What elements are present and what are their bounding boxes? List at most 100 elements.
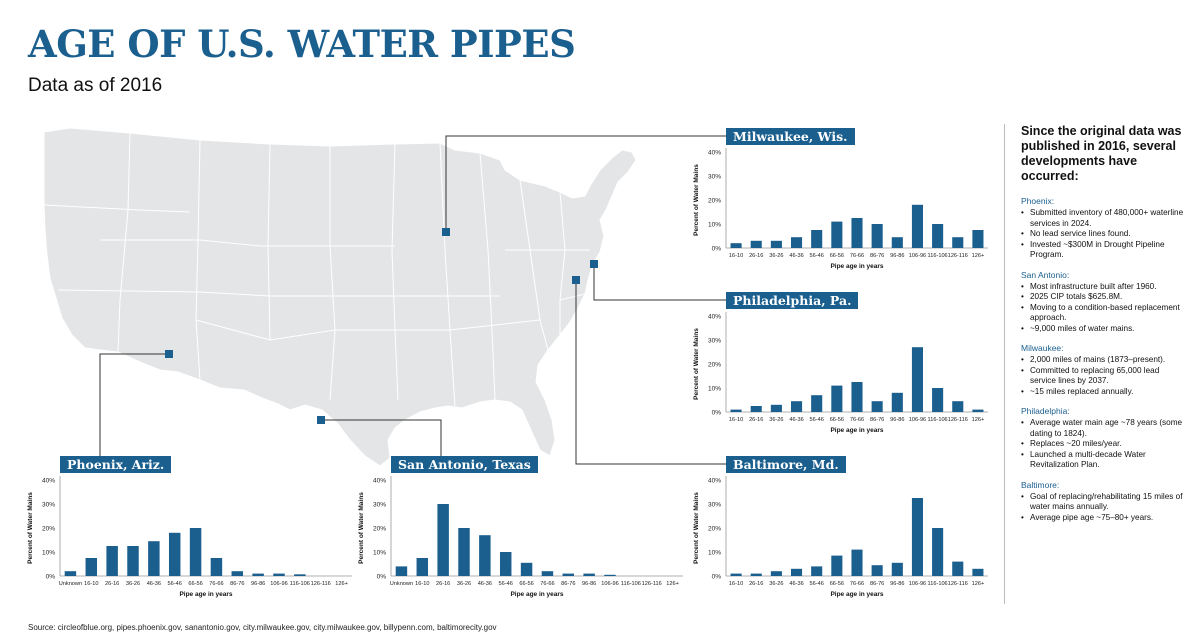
x-tick-label: 46-36 (478, 581, 492, 587)
x-tick-label: 56-46 (810, 581, 824, 587)
x-tick-label: 106-96 (270, 581, 287, 587)
sidebar-bullet: No lead service lines found. (1021, 229, 1184, 240)
bar (395, 566, 408, 576)
bar (541, 571, 554, 576)
sidebar-section: Baltimore: Goal of replacing/rehabilitati… (1021, 480, 1184, 524)
y-tick-label: 40% (708, 478, 721, 485)
x-tick-label: 116-106 (928, 581, 948, 587)
x-tick-label: 76-66 (540, 581, 554, 587)
bar (811, 566, 823, 576)
bar (479, 535, 491, 576)
charts-layer: 0% 10% 20% 30% 40% 16-10 26-16 36-26 46-36 56-46 6… (27, 148, 988, 598)
y-tick-label: 0% (46, 574, 56, 581)
x-tick-label: 26-16 (749, 417, 763, 423)
x-axis-title: Pipe age in years (830, 427, 883, 434)
sidebar-section-city: Baltimore: (1021, 479, 1060, 490)
bar (730, 409, 742, 412)
sidebar-heading: Since the original data was published in… (1021, 124, 1182, 183)
x-tick-label: 96-86 (251, 581, 265, 587)
y-tick-label: 10% (708, 550, 721, 557)
sidebar-bullet: Submitted inventory of 480,000+ waterlin… (1021, 208, 1184, 229)
bar (562, 573, 575, 576)
source-note: Source: circleofblue.org, pipes.phoenix.… (28, 623, 497, 632)
chart-title-philadelphia: Philadelphia, Pa. (726, 292, 859, 309)
bar (294, 574, 306, 576)
sidebar-section-city: Milwaukee: (1021, 343, 1064, 353)
x-tick-label: 16-10 (84, 581, 98, 587)
x-axis-title: Pipe age in years (179, 591, 232, 598)
x-tick-label: 46-36 (789, 581, 803, 587)
y-tick-label: 0% (712, 410, 722, 417)
sidebar-bullet-list: Submitted inventory of 480,000+ waterlin… (1021, 208, 1184, 261)
bar (891, 237, 903, 248)
bar (583, 573, 595, 576)
bar (952, 561, 964, 576)
sidebar-bullet: ~9,000 miles of water mains. (1021, 324, 1184, 335)
bar (911, 347, 924, 412)
y-tick-label: 20% (42, 526, 55, 533)
x-tick-label: 76-66 (850, 417, 864, 423)
sidebar-bullet: Committed to replacing 65,000 lead servi… (1021, 366, 1184, 387)
x-tick-label: 96-86 (890, 581, 904, 587)
sidebar-section-city: Philadelphia: (1021, 406, 1070, 416)
sidebar-sections: Phoenix: Submitted inventory of 480,000+ … (1021, 196, 1184, 523)
y-tick-label: 0% (377, 574, 387, 581)
y-tick-label: 30% (708, 174, 721, 181)
sidebar-bullet-list: Average water main age ~78 years (some d… (1021, 418, 1184, 471)
x-tick-label: 46-36 (789, 253, 803, 259)
sidebar-bullet: Average water main age ~78 years (some d… (1021, 418, 1184, 439)
x-tick-label: 16-10 (729, 417, 743, 423)
x-tick-label: 76-66 (850, 581, 864, 587)
developments-sidebar: Since the original data was published in… (1004, 124, 1184, 604)
y-tick-label: 30% (708, 338, 721, 345)
sidebar-bullet: Launched a multi-decade Water Revitaliza… (1021, 450, 1184, 471)
y-tick-label: 10% (42, 550, 55, 557)
x-tick-label: 86-76 (870, 253, 884, 259)
bar (891, 392, 903, 412)
x-tick-label: 86-76 (230, 581, 244, 587)
x-tick-label: 116-106 (928, 417, 948, 423)
bar (911, 498, 924, 576)
chart-title-milwaukee: Milwaukee, Wis. (726, 128, 855, 145)
bar (148, 541, 160, 576)
chart-title-baltimore: Baltimore, Md. (726, 456, 846, 473)
x-tick-label: 16-10 (729, 581, 743, 587)
bar (932, 224, 944, 248)
x-tick-label: 66-56 (830, 581, 844, 587)
x-tick-label: 36-26 (769, 581, 783, 587)
y-axis-title: Percent of Water Mains (693, 492, 700, 564)
x-tick-label: 36-26 (769, 253, 783, 259)
bar (168, 532, 181, 576)
x-tick-label: 106-96 (909, 253, 926, 259)
bar (85, 558, 98, 576)
sidebar-section-city: Phoenix: (1021, 196, 1055, 206)
y-tick-label: 20% (708, 362, 721, 369)
y-tick-label: 10% (708, 386, 721, 393)
bar (972, 568, 984, 576)
x-tick-label: 66-56 (830, 417, 844, 423)
bar (730, 243, 742, 248)
y-tick-label: 30% (708, 502, 721, 509)
x-tick-label: 126-116 (948, 417, 968, 423)
chart-baltimore: 0% 10% 20% 30% 40% 16-10 26-16 36-26 46-36 56-46 6… (693, 476, 988, 598)
x-tick-label: 66-56 (830, 253, 844, 259)
y-tick-label: 10% (373, 550, 386, 557)
y-tick-label: 10% (708, 222, 721, 229)
sidebar-section-city: San Antonio: (1021, 269, 1070, 280)
bar (231, 571, 244, 576)
x-tick-label: 126+ (666, 581, 679, 587)
sidebar-bullet: Most infrastructure built after 1960. (1021, 282, 1184, 293)
x-tick-label: 76-66 (209, 581, 223, 587)
x-tick-label: 66-56 (519, 581, 533, 587)
sidebar-bullet: Replaces ~20 miles/year. (1021, 439, 1184, 450)
callout-milwaukee (445, 135, 726, 232)
bar (871, 401, 883, 412)
chart-milwaukee: 0% 10% 20% 30% 40% 16-10 26-16 36-26 46-36 56-46 6… (693, 148, 988, 270)
bar (64, 571, 77, 576)
sidebar-bullet-list: 2,000 miles of mains (1873–present).Comm… (1021, 355, 1184, 397)
x-tick-label: 126+ (972, 581, 985, 587)
marker-phoenix (165, 350, 173, 358)
callout-lines (99, 135, 726, 465)
y-axis-title: Percent of Water Mains (27, 492, 34, 564)
